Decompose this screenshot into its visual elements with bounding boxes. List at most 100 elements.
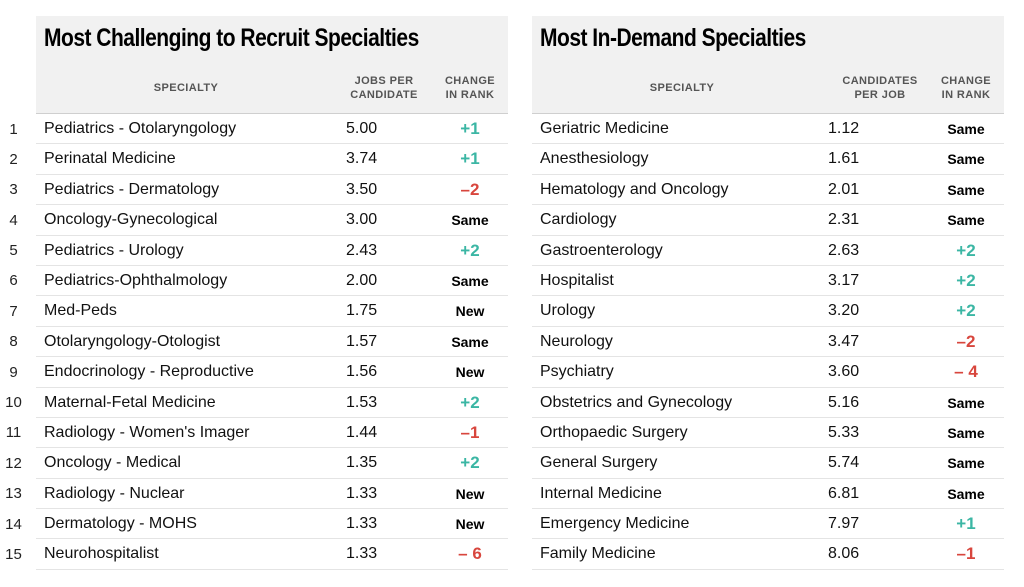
column-header-line: IN RANK: [941, 89, 991, 101]
ratio-value: 1.33: [346, 545, 378, 563]
specialty-name: Pediatrics - Urology: [44, 241, 184, 259]
specialty-name: Urology: [540, 302, 596, 320]
specialty-name: Pediatrics-Ophthalmology: [44, 271, 228, 289]
rank-number: 11: [5, 424, 22, 442]
ratio-value: 1.35: [346, 454, 378, 472]
specialty-name: Perinatal Medicine: [44, 150, 176, 168]
rank-number: 12: [5, 454, 22, 472]
ratio-value: 1.53: [346, 393, 378, 411]
rank-change: +2: [956, 240, 976, 260]
column-header-change-in-rank: CHANGE IN RANK: [432, 62, 508, 114]
table-row: 5 Pediatrics - Urology 2.43 +2: [9, 236, 508, 266]
column-header-line: IN RANK: [445, 89, 495, 101]
ratio-value: 2.63: [828, 241, 860, 259]
table-row: 1 Pediatrics - Otolaryngology 5.00 +1: [9, 114, 508, 145]
specialty-name: Maternal-Fetal Medicine: [44, 393, 216, 411]
rank-change: +1: [460, 119, 480, 138]
rank-change: Same: [451, 212, 489, 229]
specialty-name: Endocrinology - Reproductive: [44, 363, 254, 381]
ratio-value: 5.33: [828, 423, 860, 441]
table-row: 9 Endocrinology - Reproductive 1.56 New: [9, 357, 508, 388]
rank-change: Same: [947, 424, 985, 441]
rank-number: 3: [9, 181, 18, 199]
column-header-specialty: SPECIALTY: [649, 82, 715, 94]
column-header-specialty: SPECIALTY: [153, 82, 219, 94]
rank-change: Same: [947, 485, 985, 502]
column-header-line: JOBS PER: [354, 75, 414, 87]
ratio-value: 3.74: [346, 150, 378, 168]
table-row: Orthopaedic Surgery 5.33 Same: [532, 418, 1004, 449]
ratio-value: 2.01: [828, 180, 860, 198]
table-row: 2 Perinatal Medicine 3.74 +1: [9, 144, 508, 175]
rank-change: New: [455, 364, 485, 381]
specialty-name: Family Medicine: [540, 545, 656, 563]
specialty-name: Otolaryngology-Otologist: [44, 332, 221, 350]
specialty-name: Emergency Medicine: [540, 515, 690, 533]
rank-number: 15: [5, 545, 22, 563]
rank-change: +1: [956, 514, 976, 534]
challenging-recruit-table: Most Challenging to Recruit Specialties …: [5, 16, 508, 570]
table-body: Geriatric Medicine 1.12 Same Anesthesiology…: [532, 114, 1004, 570]
rank-change: New: [455, 303, 485, 320]
ratio-value: 3.50: [346, 180, 378, 198]
rank-change: –2: [460, 179, 480, 199]
rank-change: – 6: [458, 544, 482, 564]
table-row: 4 Oncology-Gynecological 3.00 Same: [9, 205, 508, 236]
column-header-line: CANDIDATES: [842, 75, 918, 87]
ratio-value: 3.47: [828, 332, 860, 350]
ratio-value: 1.56: [346, 363, 378, 381]
rank-change: +2: [460, 240, 480, 260]
rank-number: 6: [9, 272, 18, 290]
ratio-value: 2.43: [346, 241, 378, 259]
specialty-name: Gastroenterology: [540, 241, 663, 259]
specialty-name: Neurohospitalist: [44, 545, 159, 563]
table-row: Gastroenterology 2.63 +2: [532, 236, 1004, 266]
table-row: Emergency Medicine 7.97 +1: [532, 509, 1004, 540]
ratio-value: 5.74: [828, 454, 860, 472]
column-header-line: CHANGE: [444, 75, 496, 87]
table-row: General Surgery 5.74 Same: [532, 448, 1004, 479]
ratio-value: 7.97: [828, 515, 860, 533]
table-body: 1 Pediatrics - Otolaryngology 5.00 +1 2 Perin…: [5, 114, 508, 570]
rank-number: 13: [5, 485, 22, 503]
specialty-name: Neurology: [540, 332, 613, 350]
rank-change: Same: [947, 181, 985, 198]
table-row: Hematology and Oncology 2.01 Same: [532, 175, 1004, 206]
rank-change: Same: [947, 151, 985, 168]
table-row: Internal Medicine 6.81 Same: [532, 479, 1004, 510]
table-row: 7 Med-Peds 1.75 New: [9, 296, 508, 327]
table-row: 14 Dermatology - MOHS 1.33 New: [5, 509, 508, 540]
specialty-name: Dermatology - MOHS: [44, 515, 197, 533]
specialty-name: Anesthesiology: [540, 150, 649, 168]
rank-change: +2: [460, 392, 480, 412]
table-title: Most In-Demand Specialties: [540, 24, 806, 52]
rank-number: 8: [9, 333, 18, 351]
specialty-name: Internal Medicine: [540, 484, 662, 502]
specialty-name: Pediatrics - Dermatology: [44, 180, 220, 198]
specialty-name: Oncology-Gynecological: [44, 211, 218, 229]
rank-change: Same: [947, 455, 985, 472]
ratio-value: 3.00: [346, 211, 378, 229]
table-row: 6 Pediatrics-Ophthalmology 2.00 Same: [9, 266, 508, 297]
rank-change: –1: [460, 422, 480, 442]
ratio-value: 1.61: [828, 150, 860, 168]
rank-change: Same: [451, 333, 489, 350]
specialty-name: Obstetrics and Gynecology: [540, 393, 733, 411]
ratio-value: 8.06: [828, 545, 860, 563]
rank-number: 2: [9, 150, 18, 168]
ratio-value: 1.75: [346, 302, 378, 320]
specialty-name: Geriatric Medicine: [540, 120, 669, 137]
rank-change: +2: [460, 453, 480, 473]
table-row: 15 Neurohospitalist 1.33 – 6: [5, 539, 508, 570]
table-row: Hospitalist 3.17 +2: [532, 266, 1004, 297]
specialty-name: Orthopaedic Surgery: [540, 423, 688, 441]
rank-change: –1: [956, 544, 976, 564]
specialty-name: Oncology - Medical: [44, 454, 181, 472]
ratio-value: 1.44: [346, 423, 378, 441]
rank-number: 5: [9, 242, 18, 260]
table-row: Neurology 3.47 –2: [532, 327, 1004, 358]
table-title-bar: Most Challenging to Recruit Specialties: [36, 16, 508, 62]
specialty-name: Cardiology: [540, 211, 617, 229]
rank-number: 1: [9, 120, 18, 138]
column-header-jobs-per-candidate: JOBS PER CANDIDATE: [336, 62, 432, 114]
